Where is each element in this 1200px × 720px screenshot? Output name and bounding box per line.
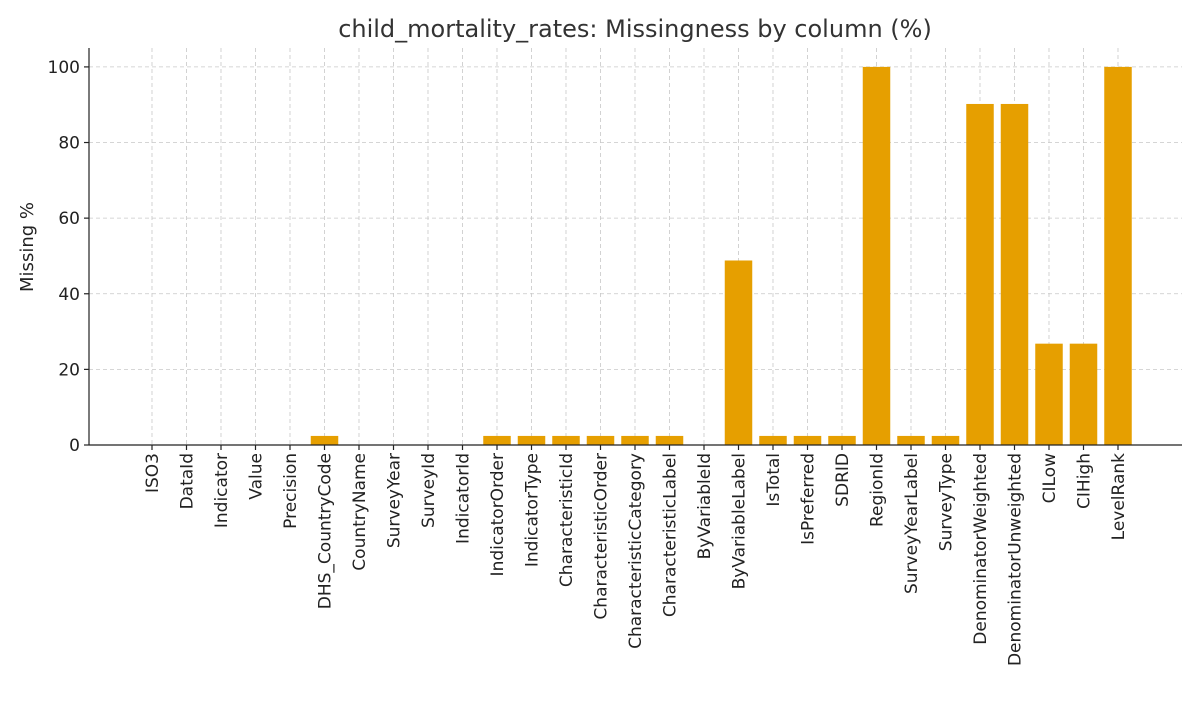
grid-lines — [89, 48, 1182, 446]
y-tick-label: 0 — [69, 436, 80, 456]
bar-IndicatorOrder — [483, 435, 511, 445]
bar-SurveyYearLabel — [897, 435, 925, 445]
x-tick-label: CILow — [1040, 453, 1060, 503]
y-tick-label: 100 — [48, 58, 80, 78]
x-tick-label: DHS_CountryCode — [316, 453, 336, 609]
bars — [310, 66, 1132, 446]
bar-CIHigh — [1069, 343, 1098, 445]
y-tick-label: 40 — [58, 285, 80, 305]
bar-CILow — [1035, 343, 1063, 445]
bar-DenominatorUnweighted — [1000, 103, 1029, 445]
x-tick-label: ISO3 — [143, 453, 163, 493]
bar-IsPreferred — [793, 435, 822, 445]
bar-IndicatorType — [517, 435, 546, 445]
x-tick-label: IndicatorId — [454, 453, 474, 544]
bar-DenominatorWeighted — [966, 103, 994, 445]
x-tick-label: IndicatorOrder — [488, 453, 508, 576]
x-tick-label: CountryName — [350, 453, 370, 571]
x-tick-labels: ISO3 DataId Indicator Value Precision DHS_Cou… — [143, 453, 1129, 666]
x-tick-label: RegionId — [868, 453, 888, 527]
x-tick-label: CharacteristicId — [557, 453, 577, 587]
y-tick-label: 20 — [58, 360, 80, 380]
y-tick-labels: 0 20 40 60 80 100 — [48, 58, 80, 456]
bar-SurveyType — [931, 435, 960, 445]
bar-RegionId — [862, 66, 891, 446]
x-tick-label: SurveyYear — [385, 453, 405, 548]
x-tick-label: SurveyType — [937, 453, 957, 551]
bar-SDRID — [828, 435, 856, 445]
chart-title: child_mortality_rates: Missingness by co… — [338, 15, 932, 43]
bar-CharacteristicId — [552, 435, 580, 445]
bar-CharacteristicLabel — [655, 435, 684, 445]
bar-CharacteristicCategory — [621, 435, 649, 445]
x-tick-label: IsPreferred — [799, 453, 819, 545]
y-tick-label: 60 — [58, 209, 80, 229]
y-tick-label: 80 — [58, 134, 80, 154]
x-tick-label: IsTotal — [764, 453, 784, 507]
x-tick-label: CharacteristicOrder — [592, 453, 612, 620]
bar-DHS_CountryCode — [310, 435, 339, 445]
x-tick-label: DenominatorWeighted — [971, 453, 991, 645]
bar-CharacteristicOrder — [586, 435, 615, 445]
x-tick-label: LevelRank — [1109, 453, 1129, 541]
x-tick-label: SDRID — [833, 453, 853, 507]
bar-LevelRank — [1104, 66, 1132, 446]
axes — [84, 48, 1182, 450]
x-tick-label: Indicator — [212, 453, 232, 528]
x-tick-label: ByVariableLabel — [730, 453, 750, 589]
x-tick-label: DataId — [178, 453, 198, 509]
x-tick-label: CIHigh — [1075, 453, 1095, 509]
bar-ByVariableLabel — [724, 260, 753, 445]
bar-IsTotal — [759, 435, 787, 445]
x-tick-label: SurveyId — [419, 453, 439, 528]
x-tick-label: CharacteristicCategory — [626, 453, 646, 649]
x-tick-label: Precision — [281, 453, 301, 529]
x-tick-label: Value — [247, 453, 267, 500]
x-tick-label: IndicatorType — [523, 453, 543, 567]
y-axis-label: Missing % — [17, 202, 38, 292]
x-tick-label: ByVariableId — [695, 453, 715, 559]
x-tick-label: DenominatorUnweighted — [1006, 453, 1026, 666]
x-tick-label: SurveyYearLabel — [902, 453, 922, 594]
x-tick-label: CharacteristicLabel — [661, 453, 681, 617]
